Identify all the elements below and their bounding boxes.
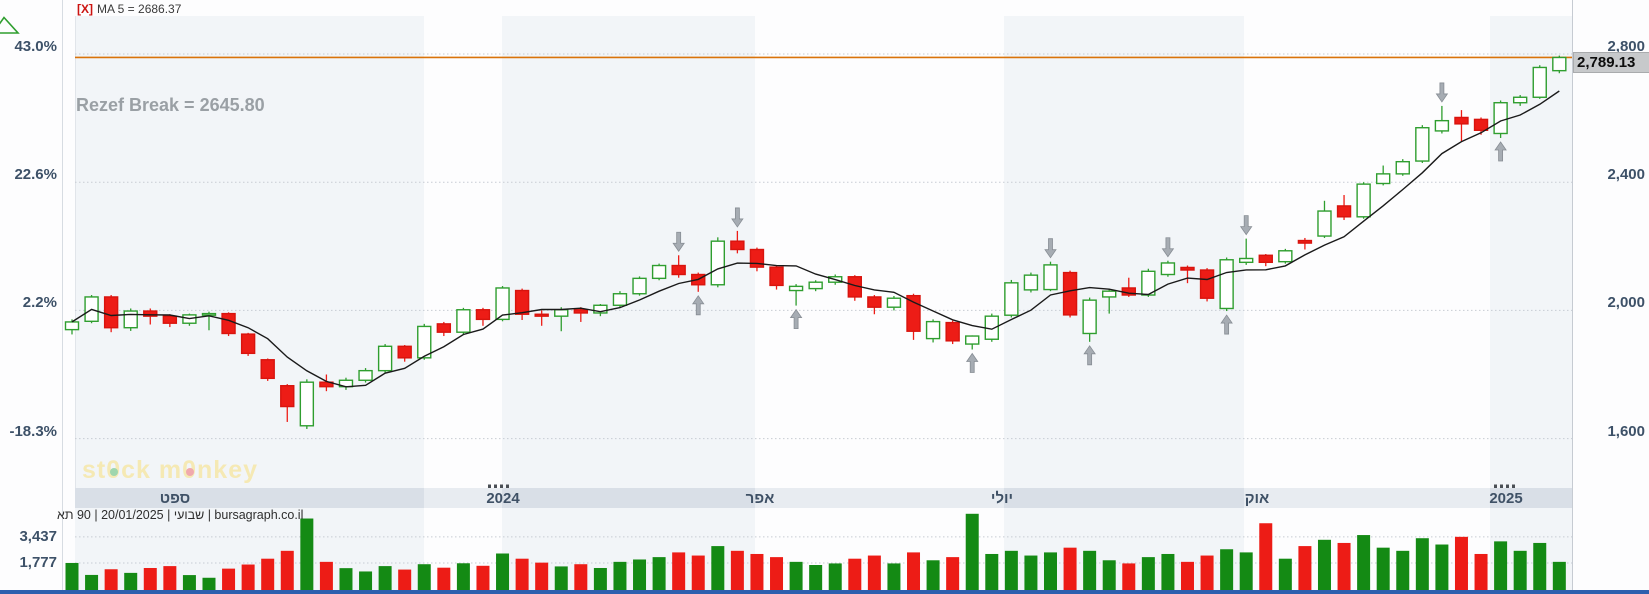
x-axis-strip-segment <box>1244 488 1490 508</box>
gridlines <box>75 53 1572 564</box>
x-axis-label: יולי <box>990 490 1014 507</box>
triangle-icon <box>0 16 20 34</box>
year-tick-marks <box>488 484 1515 488</box>
percent-axis-label: 2.2% <box>22 294 57 312</box>
indicator-label: MA 5 = 2686.37 <box>97 2 182 16</box>
indicator-remove-button[interactable]: [X] <box>77 2 93 16</box>
price-axis-label: 2,800 <box>1607 38 1645 55</box>
price-axis-label: 1,600 <box>1607 422 1645 440</box>
x-axis-strip-segment <box>424 488 502 508</box>
price-axis-label: 2,400 <box>1607 166 1645 184</box>
x-axis-label: 2024 <box>486 490 520 507</box>
x-axis-strip-segment <box>755 488 1004 508</box>
volume-bars <box>65 513 1566 591</box>
ma5-line <box>71 90 1560 388</box>
bottom-blue-bar <box>0 590 1649 594</box>
x-axis-label: 2025 <box>1489 490 1523 507</box>
candles <box>64 55 1567 429</box>
rezef-break-annotation: Rezef Break = 2645.80 <box>76 95 265 115</box>
volume-axis-label: 3,437 <box>19 527 57 545</box>
percent-axis-label: 22.6% <box>14 166 57 184</box>
x-axis-strip: ספט 2024 אפר יולי אוק 2025 <box>75 488 1572 508</box>
signal-arrows <box>672 82 1507 373</box>
volume-axis-label: 1,777 <box>19 554 57 571</box>
indicator-legend: [X] MA 5 = 2686.37 <box>77 2 181 16</box>
watermark-logo: st0ck m0nkey <box>82 456 259 484</box>
last-price-badge: 2,789.13 <box>1573 52 1649 73</box>
x-axis-label: אוק <box>1244 490 1270 507</box>
x-axis-label: אפר <box>745 490 775 507</box>
watermark-zero-green: 0 <box>106 456 122 484</box>
percent-axis-label: -18.3% <box>9 422 57 440</box>
x-axis-label: ספט <box>159 490 191 507</box>
price-axis-label: 2,000 <box>1607 294 1645 312</box>
plot-borders <box>62 0 1573 590</box>
chart-source-caption: שבועי | 20/01/2025 | 90 תא | bursagraph.… <box>57 508 304 522</box>
percent-axis-label: 43.0% <box>14 38 57 55</box>
watermark-zero-red: 0 <box>182 456 198 484</box>
